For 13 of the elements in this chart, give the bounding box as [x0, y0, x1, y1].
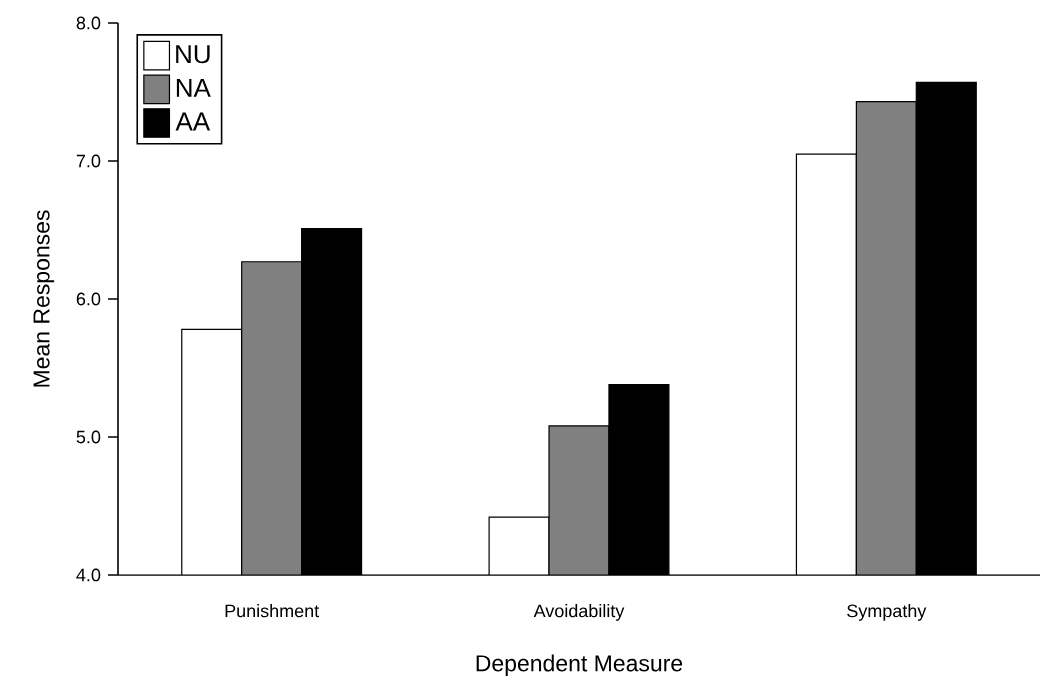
x-tick-label: Sympathy	[847, 604, 927, 621]
y-tick-label: 5.0	[76, 430, 101, 444]
legend-label: NU	[176, 45, 210, 64]
legend-label: NA	[176, 78, 211, 97]
x-axis-title: Dependent Measure	[476, 654, 683, 676]
legend-label: AA	[175, 112, 211, 131]
y-tick-label: 8.0	[76, 16, 101, 30]
y-axis-title: Mean Responses	[33, 210, 55, 387]
x-tick-label: Avoidability	[533, 604, 625, 621]
y-tick-label: 7.0	[76, 154, 101, 168]
y-tick-label: 4.0	[76, 568, 101, 582]
y-tick-label: 6.0	[76, 292, 101, 306]
x-tick-label: Punishment	[225, 604, 320, 618]
